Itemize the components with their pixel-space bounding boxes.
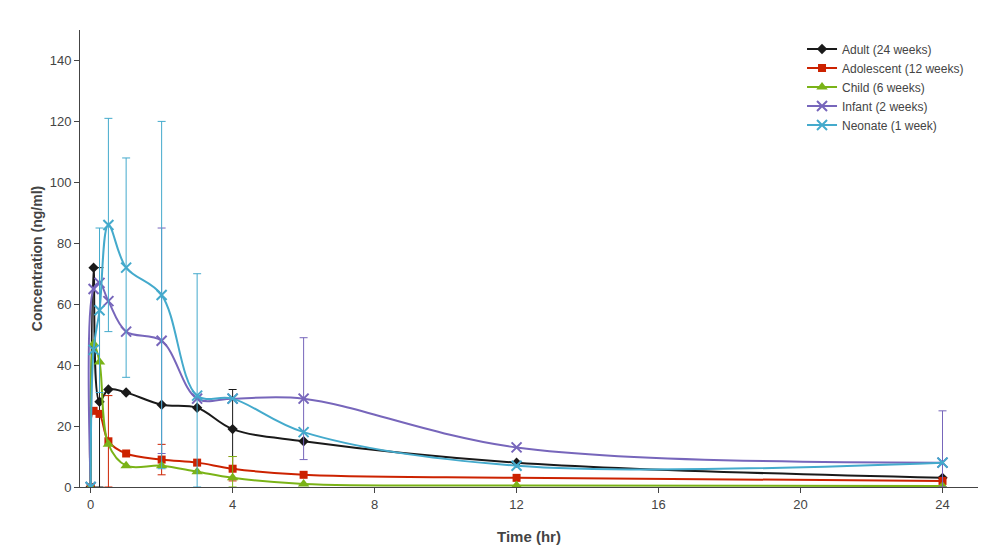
svg-text:120: 120	[50, 114, 72, 129]
svg-text:24: 24	[935, 497, 949, 512]
svg-text:40: 40	[57, 358, 71, 373]
svg-text:20: 20	[793, 497, 807, 512]
svg-text:Concentration (ng/ml): Concentration (ng/ml)	[29, 186, 45, 331]
svg-text:4: 4	[229, 497, 236, 512]
svg-text:Time (hr): Time (hr)	[497, 528, 561, 545]
svg-text:140: 140	[50, 53, 72, 68]
svg-text:16: 16	[651, 497, 665, 512]
svg-text:Adult (24 weeks): Adult (24 weeks)	[842, 43, 931, 57]
svg-text:12: 12	[509, 497, 523, 512]
svg-text:Adolescent (12 weeks): Adolescent (12 weeks)	[842, 62, 963, 76]
svg-text:Child (6 weeks): Child (6 weeks)	[842, 81, 925, 95]
svg-text:8: 8	[371, 497, 378, 512]
svg-text:0: 0	[64, 480, 71, 495]
svg-text:0: 0	[87, 497, 94, 512]
svg-text:100: 100	[50, 175, 72, 190]
svg-text:Infant (2 weeks): Infant (2 weeks)	[842, 100, 927, 114]
svg-text:60: 60	[57, 297, 71, 312]
svg-text:Neonate (1 week): Neonate (1 week)	[842, 119, 937, 133]
svg-text:80: 80	[57, 236, 71, 251]
svg-text:20: 20	[57, 419, 71, 434]
